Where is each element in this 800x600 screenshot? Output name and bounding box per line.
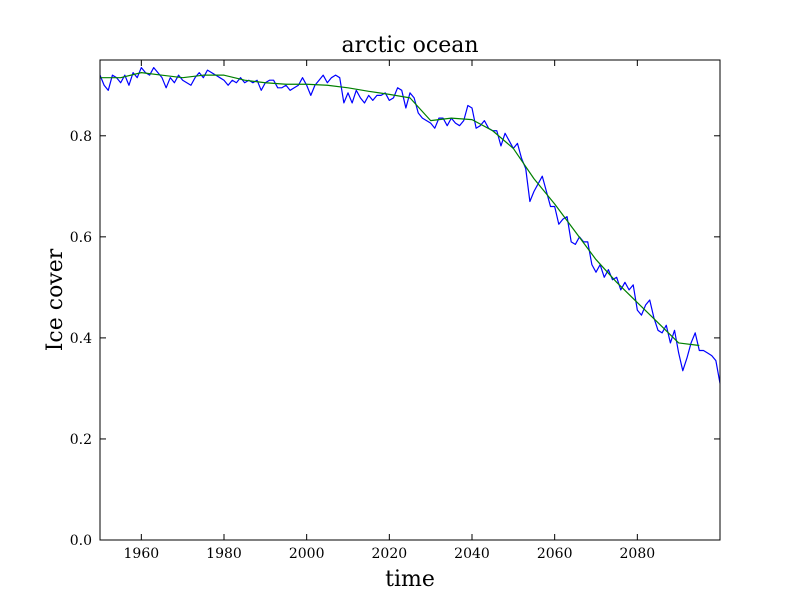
series-line-0 [99, 66, 721, 384]
x-tick-label: 2000 [289, 546, 325, 562]
y-axis-label: Ice cover [43, 248, 68, 351]
y-tick-label: 0.4 [70, 331, 92, 347]
y-tick-label: 0.2 [70, 432, 92, 448]
x-tick-label: 2020 [372, 546, 408, 562]
x-axis-label: time [385, 567, 435, 592]
x-tick-label: 2040 [454, 546, 490, 562]
plot-frame [99, 59, 721, 541]
series-line-1 [100, 72, 700, 347]
x-tick-label: 2060 [537, 546, 573, 562]
x-tick-label: 2080 [620, 546, 656, 562]
series-layer [99, 66, 721, 384]
x-tick-label: 1980 [206, 546, 242, 562]
tick-layer: 1960 1980 2000 2020 2040 2060 2080 0.0 0.2 0.4 0.6… [70, 60, 720, 562]
y-tick-label: 0.6 [70, 230, 92, 246]
y-tick-label: 0.0 [70, 533, 92, 549]
chart-title: arctic ocean [341, 33, 478, 58]
y-tick-label: 0.8 [70, 129, 92, 145]
x-tick-label: 1960 [124, 546, 160, 562]
plot-background [100, 60, 720, 540]
